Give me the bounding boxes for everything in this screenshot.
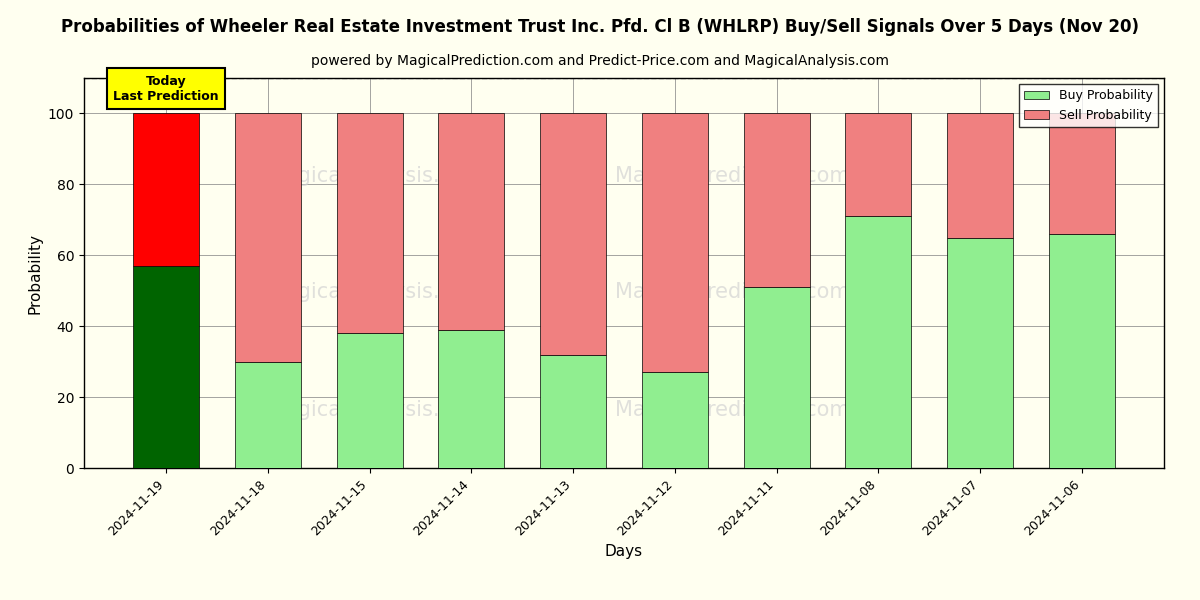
Bar [438,113,504,330]
Bar [642,113,708,372]
Bar [845,216,912,468]
Bar [947,113,1013,238]
Text: Today
Last Prediction: Today Last Prediction [113,74,218,103]
Bar [235,113,301,362]
Bar [845,113,912,216]
Text: MagicalPrediction.com: MagicalPrediction.com [614,400,850,419]
Text: MagicalAnalysis.com: MagicalAnalysis.com [268,400,484,419]
Bar [133,113,199,266]
X-axis label: Days: Days [605,544,643,559]
Text: MagicalPrediction.com: MagicalPrediction.com [614,166,850,185]
Bar [744,287,810,468]
Text: MagicalAnalysis.com: MagicalAnalysis.com [268,166,484,185]
Bar [540,355,606,468]
Text: MagicalPrediction.com: MagicalPrediction.com [614,283,850,302]
Bar [235,362,301,468]
Bar [336,113,403,333]
Bar [133,266,199,468]
Bar [1049,113,1115,234]
Bar [438,330,504,468]
Bar [642,372,708,468]
Text: MagicalAnalysis.com: MagicalAnalysis.com [268,283,484,302]
Legend: Buy Probability, Sell Probability: Buy Probability, Sell Probability [1019,84,1158,127]
Bar [947,238,1013,468]
Bar [1049,234,1115,468]
Text: powered by MagicalPrediction.com and Predict-Price.com and MagicalAnalysis.com: powered by MagicalPrediction.com and Pre… [311,54,889,68]
Bar [336,333,403,468]
Bar [744,113,810,287]
Bar [540,113,606,355]
Y-axis label: Probability: Probability [28,232,42,313]
Text: Probabilities of Wheeler Real Estate Investment Trust Inc. Pfd. Cl B (WHLRP) Buy: Probabilities of Wheeler Real Estate Inv… [61,18,1139,36]
